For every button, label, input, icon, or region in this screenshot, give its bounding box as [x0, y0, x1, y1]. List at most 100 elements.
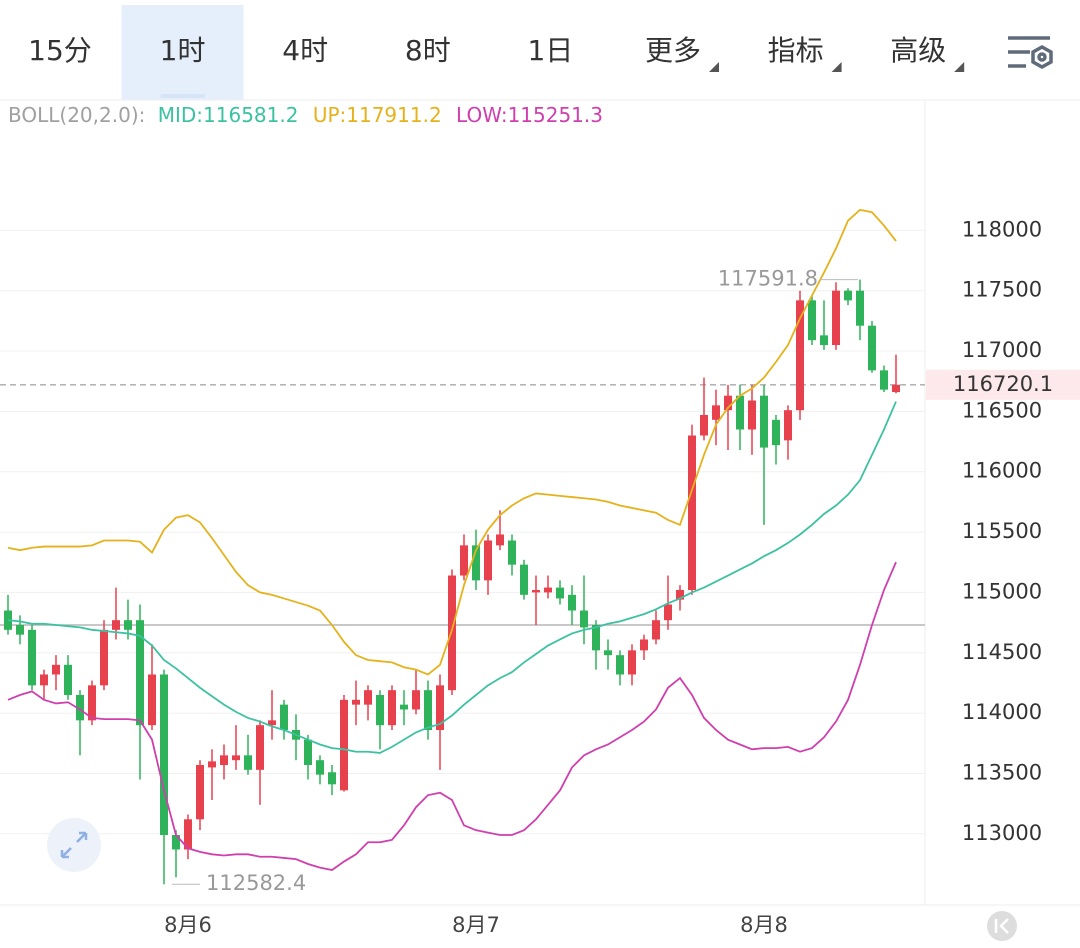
candle-body [112, 620, 120, 630]
candle-body [364, 690, 372, 705]
expand-arrows [60, 831, 88, 859]
candle-body [448, 575, 456, 691]
candle-body [76, 695, 84, 721]
candle-body [784, 410, 792, 441]
candle-body [592, 625, 600, 651]
candle-body [40, 674, 48, 686]
candle-body [352, 699, 360, 705]
button-bg [47, 818, 101, 872]
expand-button[interactable] [47, 818, 101, 872]
y-tick-label: 116500 [962, 398, 1042, 422]
candle-body [280, 704, 288, 730]
candle-body [460, 545, 468, 576]
tab[interactable]: 15分 [28, 34, 92, 67]
candle-body [4, 610, 12, 630]
candle-body [616, 655, 624, 675]
indicator-legend: BOLL(20,2.0): MID:116581.2 UP:117911.2 L… [8, 103, 603, 127]
candle-body [688, 435, 696, 590]
candle-body [136, 620, 144, 726]
candle-body [604, 650, 612, 656]
tab-label: 高级 [890, 34, 946, 67]
candle-body [328, 772, 336, 785]
y-tick-label: 115500 [962, 519, 1042, 543]
candle-body [88, 685, 96, 721]
band-name: LOW: [456, 103, 508, 127]
y-tick-label: 115000 [962, 579, 1042, 603]
candle-body [256, 725, 264, 770]
candle-body [16, 625, 24, 635]
candle-body [376, 695, 384, 726]
tab[interactable]: 8时 [405, 34, 451, 67]
tab-label: 指标 [768, 34, 824, 67]
candle-body [832, 290, 840, 345]
y-tick-label: 118000 [962, 217, 1042, 241]
end-arrow [994, 918, 1009, 934]
candle-body [124, 620, 132, 630]
candle-body [220, 755, 228, 765]
tab-active-bar [160, 94, 205, 98]
candle-body [856, 290, 864, 326]
candle-body [436, 685, 444, 730]
candle-body [556, 587, 564, 599]
candle-body [388, 690, 396, 726]
dropdown-caret [709, 62, 719, 72]
last-price-tag [926, 369, 1080, 400]
candle-body [412, 690, 420, 710]
x-tick-label: 8月6 [164, 913, 212, 937]
candle-body [232, 755, 240, 761]
candle-body [880, 370, 888, 390]
tab-label: 15分 [28, 34, 92, 67]
candle-body [676, 590, 684, 600]
candle-body [796, 300, 804, 411]
settings-icon[interactable] [1008, 36, 1053, 70]
candle-body [268, 720, 276, 726]
candle-body [736, 395, 744, 430]
candle-body [868, 325, 876, 371]
tab-active-bg [121, 5, 244, 100]
tab[interactable]: 指标 [768, 34, 842, 72]
candle-body [544, 587, 552, 593]
candle-body [64, 664, 72, 695]
candle-body [172, 835, 180, 850]
band-value: 117911.2 [346, 103, 441, 127]
candle-body [820, 335, 828, 345]
candle-body [712, 405, 720, 420]
candle-body [520, 564, 528, 595]
tab-label: 1日 [527, 34, 573, 67]
tab[interactable]: 1时 [121, 5, 244, 100]
band-name: UP: [313, 103, 346, 127]
candle-body [496, 534, 504, 546]
icon-hex [1031, 44, 1053, 70]
tab-label: 1时 [160, 34, 206, 67]
tab[interactable]: 4时 [282, 34, 328, 67]
band-value: 115251.3 [508, 103, 603, 127]
candle-body [532, 590, 540, 593]
candle-body [52, 664, 60, 675]
tab[interactable]: 1日 [527, 34, 573, 67]
tab-label: 更多 [645, 34, 701, 67]
tab[interactable]: 更多 [645, 34, 719, 72]
y-tick-label: 117000 [962, 338, 1042, 362]
candle-body [160, 674, 168, 835]
tab[interactable]: 高级 [890, 34, 965, 72]
candle-body [892, 384, 900, 393]
x-tick-label: 8月8 [740, 913, 788, 937]
candle-body [724, 395, 732, 411]
candle-body [760, 395, 768, 448]
candle-body [844, 290, 852, 301]
scroll-end-button[interactable] [987, 911, 1017, 941]
candle-body [772, 419, 780, 446]
candle-body [304, 739, 312, 765]
dropdown-caret [954, 62, 965, 72]
candle-body [208, 761, 216, 768]
y-tick-label: 114000 [962, 700, 1042, 724]
labels: 113000 113500 114000 114500 115000 115500 1160… [164, 217, 1080, 937]
last-price-label: 116720.1 [953, 372, 1053, 396]
high-label: 117591.8 [718, 267, 818, 291]
candle-body [664, 604, 672, 621]
y-tick-label: 116000 [962, 459, 1042, 483]
candle-body [640, 639, 648, 651]
y-tick-label: 113500 [962, 760, 1042, 784]
